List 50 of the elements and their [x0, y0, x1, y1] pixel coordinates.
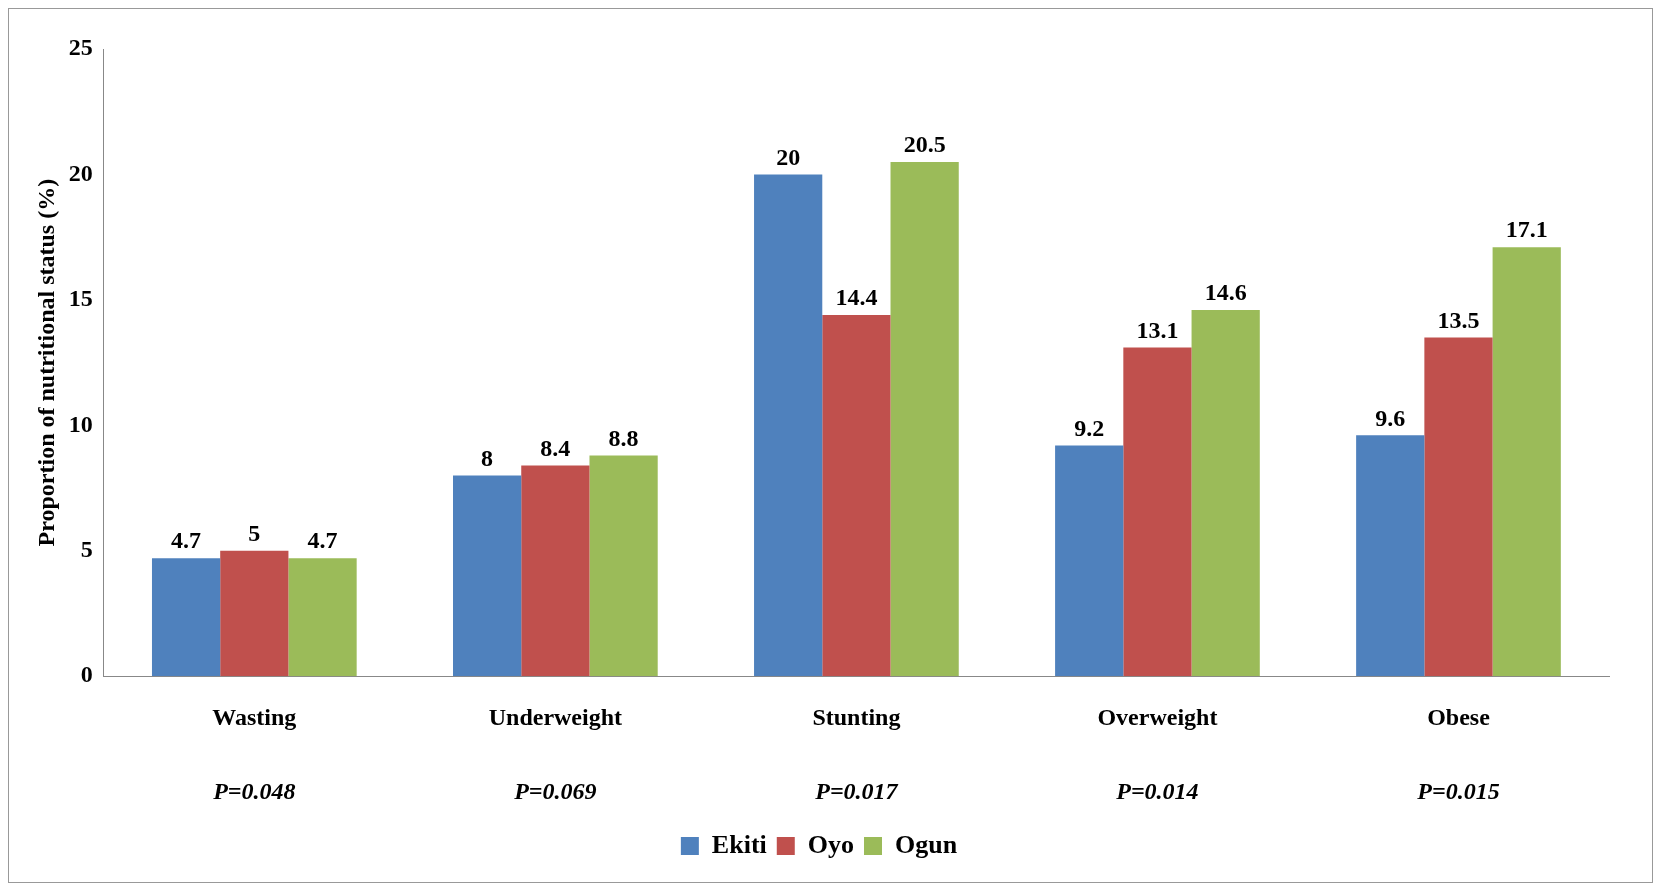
data-label: 8	[481, 444, 494, 471]
bar	[1356, 435, 1425, 677]
legend-label: Oyo	[807, 829, 854, 859]
data-label: 4.7	[307, 527, 338, 554]
y-tick-label: 0	[80, 661, 93, 688]
x-tick-label: Underweight	[488, 703, 623, 730]
y-tick-label: 5	[80, 535, 93, 562]
data-label: 20	[776, 143, 801, 170]
text: P=0.014	[1115, 778, 1199, 805]
bar	[754, 174, 823, 677]
x-tick-label: Wasting	[212, 703, 297, 730]
data-label: 20.5	[903, 131, 946, 158]
text: P=0.017	[814, 778, 899, 805]
text: P=0.069	[513, 778, 597, 805]
y-tick-label: 15	[68, 285, 93, 312]
data-label: 9.2	[1074, 414, 1105, 441]
data-label: 8.8	[608, 424, 639, 451]
bar	[1424, 337, 1493, 677]
bar	[589, 455, 658, 677]
data-label: 13.1	[1136, 316, 1179, 343]
bar	[151, 558, 221, 677]
data-label: 13.5	[1437, 306, 1480, 333]
y-axis-title: Proportion of nutritional status (%)	[32, 178, 59, 547]
bar	[220, 550, 289, 677]
bar	[453, 475, 522, 677]
bar	[1492, 247, 1561, 677]
data-label: 14.4	[835, 284, 878, 311]
text: P=0.048	[212, 778, 296, 805]
text: P=0.015	[1416, 778, 1500, 805]
y-tick-label: 10	[68, 410, 93, 437]
bar	[288, 558, 357, 677]
bar	[822, 314, 891, 677]
bar	[1191, 309, 1260, 677]
data-label: 17.1	[1505, 216, 1548, 243]
bar	[521, 465, 590, 677]
x-tick-label: Overweight	[1097, 703, 1218, 730]
bar	[890, 161, 959, 677]
bar	[1055, 445, 1124, 677]
y-tick-label: 25	[68, 34, 93, 61]
legend-label: Ekiti	[711, 829, 767, 859]
x-tick-label: Stunting	[812, 703, 901, 730]
data-label: 5	[248, 519, 261, 546]
data-label: 4.7	[171, 527, 202, 554]
x-tick-label: Obese	[1427, 703, 1491, 730]
legend-label: Ogun	[894, 829, 958, 859]
data-label: 9.6	[1375, 404, 1406, 431]
data-label: 8.4	[540, 434, 571, 461]
y-tick-label: 20	[68, 159, 93, 186]
data-label: 14.6	[1204, 279, 1247, 306]
bar	[1123, 347, 1192, 677]
